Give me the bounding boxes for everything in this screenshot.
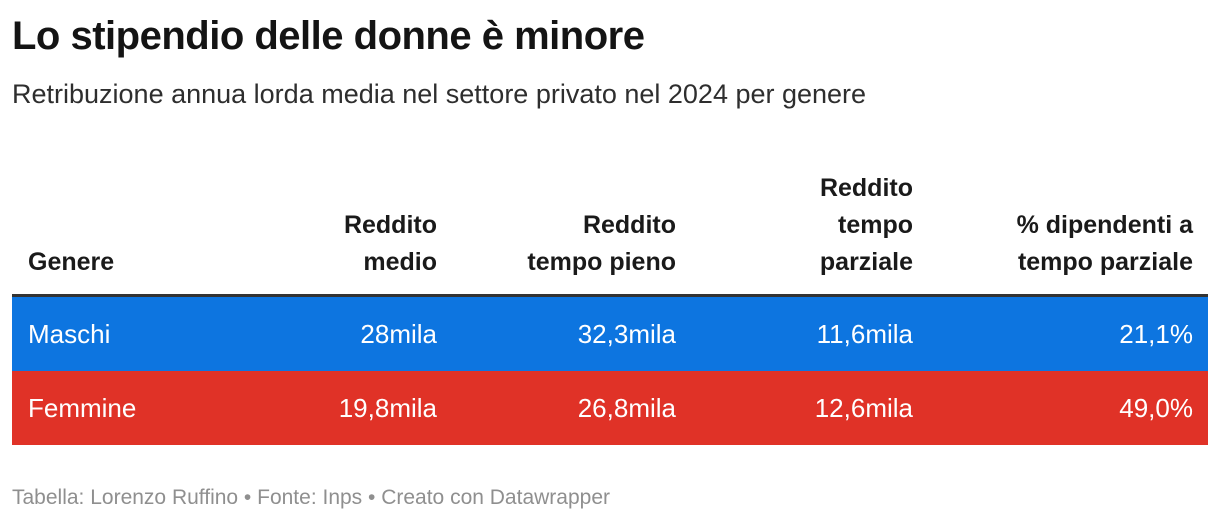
cell-reddito-tempo-pieno: 26,8mila xyxy=(577,392,676,423)
cell-reddito-tempo-parziale: 11,6mila xyxy=(816,318,913,349)
header-divider xyxy=(12,294,1208,297)
cell-reddito-tempo-parziale: 12,6mila xyxy=(814,392,913,423)
column-header-genere: Genere xyxy=(28,248,115,276)
column-header-reddito-medio: Reddito medio xyxy=(343,211,437,276)
chart-container: Lo stipendio delle donne è minore Retrib… xyxy=(0,14,1220,510)
cell-reddito-tempo-pieno: 32,3mila xyxy=(577,318,676,349)
column-header-pct-tempo-parziale: % dipendenti a tempo parziale xyxy=(1016,211,1193,276)
table-row-femmine: Femmine 19,8mila 26,8mila 12,6mila 49,0% xyxy=(12,371,1208,445)
chart-subtitle: Retribuzione annua lorda media nel setto… xyxy=(12,79,867,109)
data-table: Genere Reddito medio Reddito tempo pieno… xyxy=(12,170,1208,445)
column-header-reddito-tempo-parziale: Reddito tempo parziale xyxy=(819,174,913,276)
table-header-row: Genere Reddito medio Reddito tempo pieno… xyxy=(12,170,1208,294)
cell-pct-tempo-parziale: 49,0% xyxy=(1119,392,1193,423)
column-header-reddito-tempo-pieno: Reddito tempo pieno xyxy=(527,211,676,276)
attribution-footer: Tabella: Lorenzo Ruffino • Fonte: Inps •… xyxy=(12,486,610,509)
cell-genere: Maschi xyxy=(28,318,111,349)
chart-title: Lo stipendio delle donne è minore xyxy=(12,14,645,58)
cell-reddito-medio: 28mila xyxy=(360,318,437,349)
cell-pct-tempo-parziale: 21,1% xyxy=(1119,318,1193,349)
cell-genere: Femmine xyxy=(28,392,137,423)
cell-reddito-medio: 19,8mila xyxy=(338,392,437,423)
table-row-maschi: Maschi 28mila 32,3mila 11,6mila 21,1% xyxy=(12,297,1208,371)
